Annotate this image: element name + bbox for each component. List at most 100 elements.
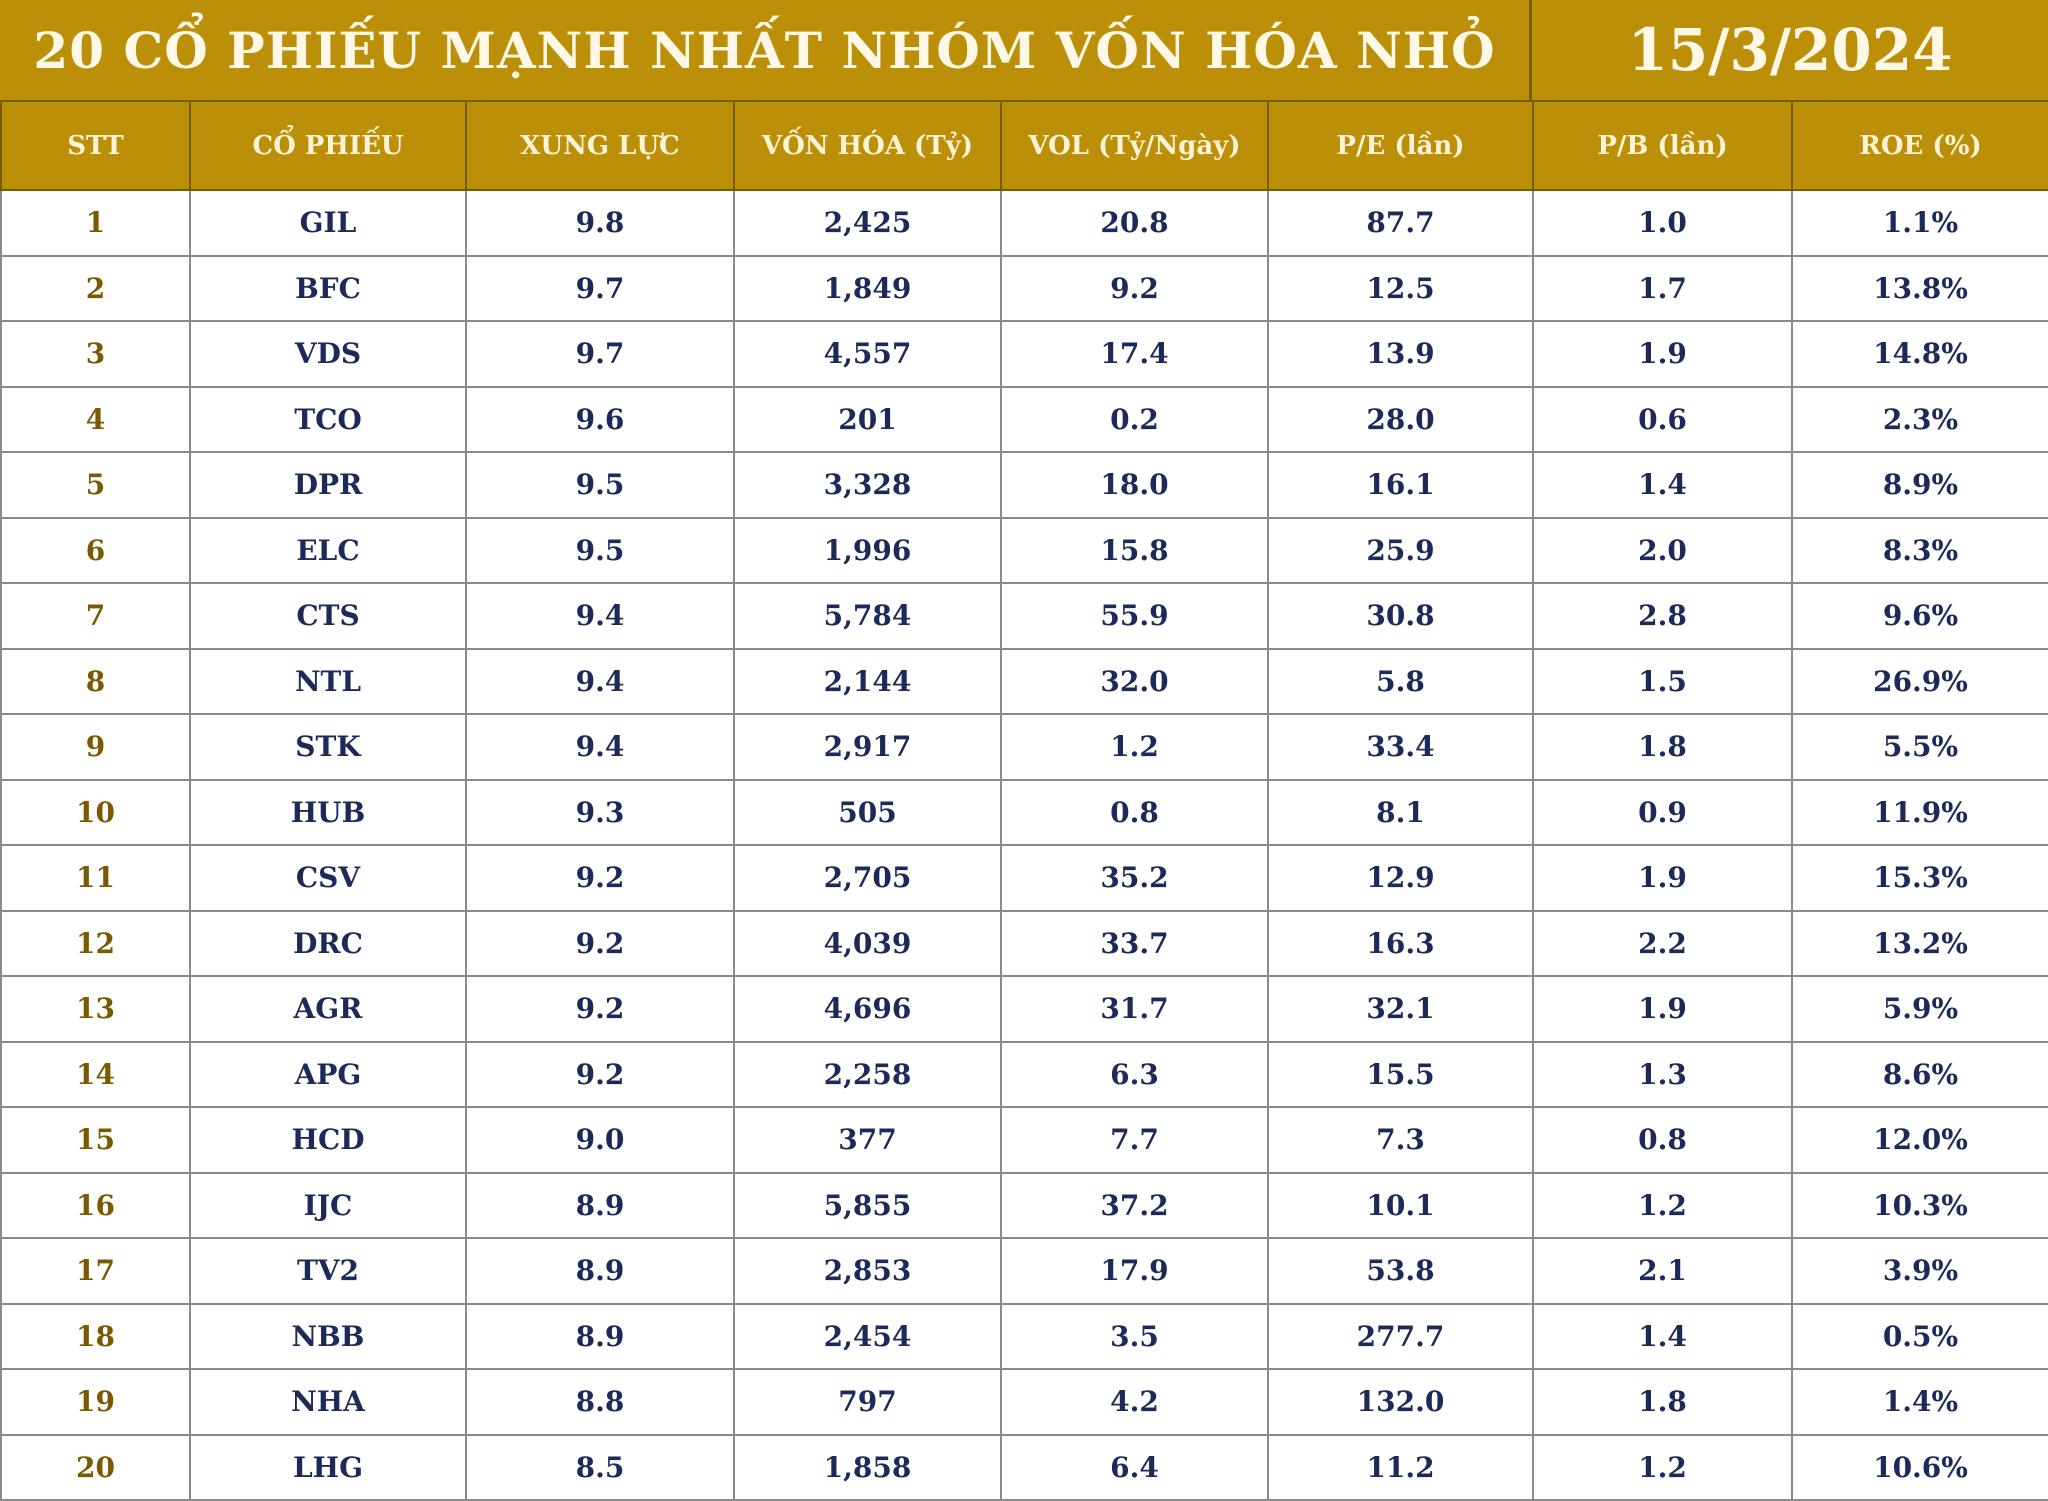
table-cell: 11 <box>0 844 191 912</box>
table-cell: 55.9 <box>1000 582 1269 650</box>
table-cell: 2.0 <box>1532 516 1793 584</box>
table-cell: 1.4 <box>1532 451 1793 519</box>
table-cell: 6.4 <box>1000 1433 1269 1501</box>
table-cell: DPR <box>189 451 467 519</box>
table-cell: 18 <box>0 1302 191 1370</box>
table-cell: 32.1 <box>1267 975 1534 1043</box>
table-cell: 1.5 <box>1532 647 1793 715</box>
table-row: 6 ELC 9.5 1,996 15.8 25.9 2.0 8.3% <box>0 516 2048 584</box>
table-cell: TV2 <box>189 1237 467 1305</box>
table-cell: 10.3% <box>1791 1171 2048 1239</box>
table-cell: 9.5 <box>465 516 735 584</box>
table-row: 16 IJC 8.9 5,855 37.2 10.1 1.2 10.3% <box>0 1171 2048 1239</box>
table-cell: 17.4 <box>1000 320 1269 388</box>
table-cell: 9.0 <box>465 1106 735 1174</box>
table-cell: 5 <box>0 451 191 519</box>
table-cell: 1.9 <box>1532 844 1793 912</box>
table-cell: 2.3% <box>1791 385 2048 453</box>
table-row: 3 VDS 9.7 4,557 17.4 13.9 1.9 14.8% <box>0 320 2048 388</box>
table-cell: NTL <box>189 647 467 715</box>
table-cell: 13.9 <box>1267 320 1534 388</box>
table-cell: 7 <box>0 582 191 650</box>
table-cell: 1.8 <box>1532 713 1793 781</box>
column-header: XUNG LỰC <box>465 102 735 191</box>
table-cell: 0.8 <box>1000 778 1269 846</box>
table-cell: 5,784 <box>733 582 1002 650</box>
table-cell: CSV <box>189 844 467 912</box>
table-cell: 12.5 <box>1267 254 1534 322</box>
table-row: 15 HCD 9.0 377 7.7 7.3 0.8 12.0% <box>0 1106 2048 1174</box>
table-cell: 31.7 <box>1000 975 1269 1043</box>
table-cell: 0.9 <box>1532 778 1793 846</box>
table-cell: 1.8 <box>1532 1368 1793 1436</box>
table-cell: 9.7 <box>465 254 735 322</box>
table-cell: 3.5 <box>1000 1302 1269 1370</box>
header-row: STT CỔ PHIẾU XUNG LỰC VỐN HÓA (Tỷ) VOL (Tỷ/N… <box>0 102 2048 191</box>
table-cell: HUB <box>189 778 467 846</box>
table-cell: 6.3 <box>1000 1040 1269 1108</box>
table-cell: 2,258 <box>733 1040 1002 1108</box>
column-header: STT <box>0 102 191 191</box>
column-header: P/B (lần) <box>1532 102 1793 191</box>
table-cell: 4.2 <box>1000 1368 1269 1436</box>
table-row: 1 GIL 9.8 2,425 20.8 87.7 1.0 1.1% <box>0 189 2048 257</box>
table-cell: 1.9 <box>1532 975 1793 1043</box>
table-cell: 2.1 <box>1532 1237 1793 1305</box>
table-cell: 9.2 <box>1000 254 1269 322</box>
table-cell: 0.2 <box>1000 385 1269 453</box>
table-cell: 20.8 <box>1000 189 1269 257</box>
table-cell: 4,557 <box>733 320 1002 388</box>
table-cell: 0.8 <box>1532 1106 1793 1174</box>
table-cell: 1.7 <box>1532 254 1793 322</box>
table-cell: NHA <box>189 1368 467 1436</box>
table-cell: 11.9% <box>1791 778 2048 846</box>
table-row: 4 TCO 9.6 201 0.2 28.0 0.6 2.3% <box>0 385 2048 453</box>
table-cell: 13 <box>0 975 191 1043</box>
table-cell: 5.5% <box>1791 713 2048 781</box>
table-cell: 2,144 <box>733 647 1002 715</box>
table-cell: 2.8 <box>1532 582 1793 650</box>
table-cell: VDS <box>189 320 467 388</box>
table-cell: 3 <box>0 320 191 388</box>
table-row: 10 HUB 9.3 505 0.8 8.1 0.9 11.9% <box>0 778 2048 846</box>
table-cell: ELC <box>189 516 467 584</box>
table-cell: 9.4 <box>465 713 735 781</box>
table-cell: 132.0 <box>1267 1368 1534 1436</box>
table-cell: 15 <box>0 1106 191 1174</box>
table-cell: NBB <box>189 1302 467 1370</box>
table-cell: IJC <box>189 1171 467 1239</box>
table-cell: 505 <box>733 778 1002 846</box>
table-body: 1 GIL 9.8 2,425 20.8 87.7 1.0 1.1% 2 BFC 9.7 1,849 9… <box>0 189 2048 1501</box>
table-cell: 11.2 <box>1267 1433 1534 1501</box>
column-header: ROE (%) <box>1791 102 2048 191</box>
table-cell: 377 <box>733 1106 1002 1174</box>
table-cell: 9.5 <box>465 451 735 519</box>
table-cell: DRC <box>189 909 467 977</box>
table-cell: 14 <box>0 1040 191 1108</box>
table-cell: 8 <box>0 647 191 715</box>
table-cell: 35.2 <box>1000 844 1269 912</box>
table-cell: 19 <box>0 1368 191 1436</box>
table-cell: 9.4 <box>465 647 735 715</box>
table-cell: 9 <box>0 713 191 781</box>
table-cell: 1,858 <box>733 1433 1002 1501</box>
table-cell: 12.9 <box>1267 844 1534 912</box>
table-cell: 2 <box>0 254 191 322</box>
table-cell: 2,853 <box>733 1237 1002 1305</box>
table-cell: 16 <box>0 1171 191 1239</box>
table-cell: HCD <box>189 1106 467 1174</box>
table-cell: 1.2 <box>1532 1171 1793 1239</box>
table-cell: 2.2 <box>1532 909 1793 977</box>
table-cell: 1.4% <box>1791 1368 2048 1436</box>
table-cell: 33.7 <box>1000 909 1269 977</box>
table-cell: 10 <box>0 778 191 846</box>
table-cell: 37.2 <box>1000 1171 1269 1239</box>
table-cell: 32.0 <box>1000 647 1269 715</box>
table-cell: 201 <box>733 385 1002 453</box>
table-cell: 30.8 <box>1267 582 1534 650</box>
table-cell: 0.5% <box>1791 1302 2048 1370</box>
table-row: 7 CTS 9.4 5,784 55.9 30.8 2.8 9.6% <box>0 582 2048 650</box>
table-cell: 28.0 <box>1267 385 1534 453</box>
table-row: 5 DPR 9.5 3,328 18.0 16.1 1.4 8.9% <box>0 451 2048 519</box>
